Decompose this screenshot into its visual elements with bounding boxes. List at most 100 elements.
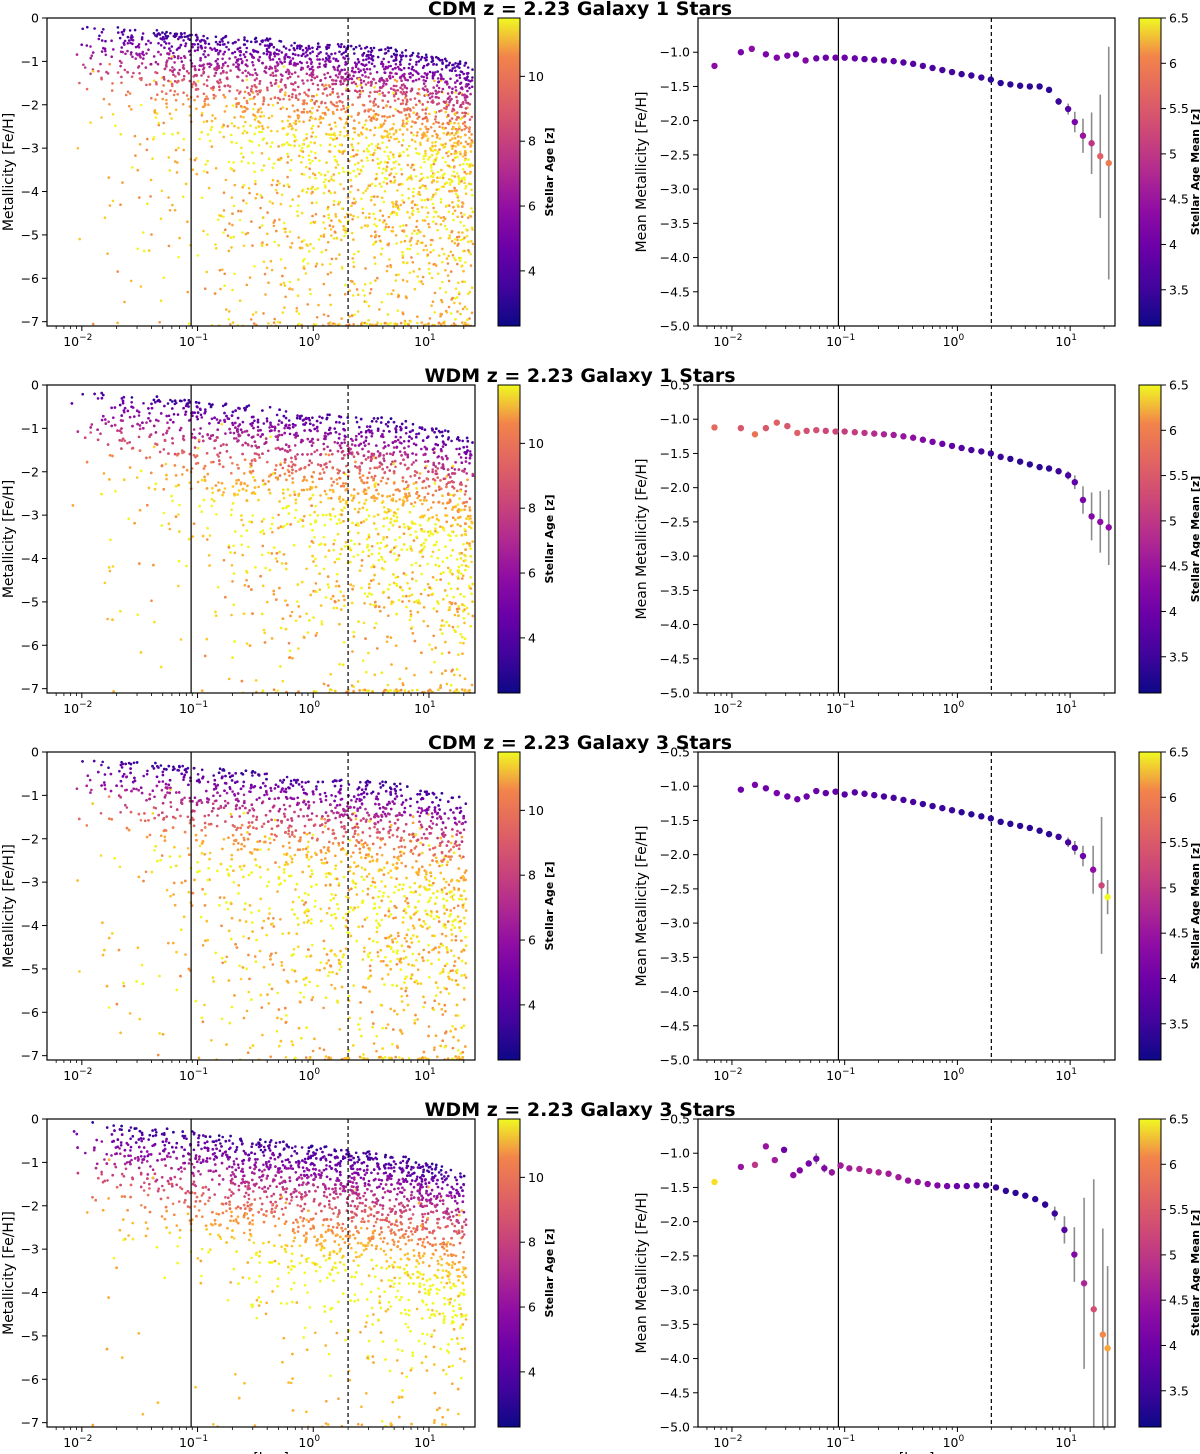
star-point bbox=[465, 445, 469, 449]
star-point bbox=[218, 88, 221, 92]
star-point bbox=[399, 90, 403, 94]
star-point bbox=[464, 61, 468, 65]
star-point bbox=[449, 77, 452, 81]
star-point bbox=[448, 133, 452, 136]
star-point bbox=[396, 575, 400, 579]
star-point bbox=[441, 143, 445, 147]
star-point bbox=[277, 244, 281, 247]
star-point bbox=[335, 137, 339, 140]
star-point bbox=[361, 103, 365, 107]
star-point bbox=[322, 221, 325, 224]
axes-frame bbox=[46, 17, 476, 327]
star-point bbox=[398, 110, 401, 114]
star-point bbox=[214, 59, 218, 63]
star-point bbox=[375, 172, 379, 176]
star-point bbox=[159, 37, 162, 40]
star-point bbox=[348, 77, 351, 81]
star-point bbox=[212, 460, 215, 464]
star-point bbox=[370, 234, 373, 238]
star-point bbox=[154, 34, 157, 37]
star-point bbox=[124, 93, 128, 97]
star-point bbox=[424, 154, 428, 157]
star-point bbox=[459, 641, 462, 645]
star-point bbox=[191, 45, 194, 49]
star-point bbox=[334, 213, 337, 216]
star-point bbox=[429, 147, 432, 150]
star-point bbox=[83, 66, 87, 69]
star-point bbox=[206, 171, 209, 174]
star-point bbox=[350, 314, 354, 317]
star-point bbox=[452, 170, 456, 173]
star-point bbox=[191, 168, 195, 171]
star-point bbox=[284, 230, 287, 234]
star-point bbox=[408, 271, 412, 275]
star-point bbox=[385, 77, 389, 81]
star-point bbox=[335, 557, 339, 561]
star-point bbox=[425, 215, 429, 219]
star-point bbox=[428, 261, 431, 265]
star-point bbox=[407, 599, 411, 603]
star-point bbox=[261, 224, 264, 227]
star-point bbox=[452, 256, 456, 260]
star-point bbox=[385, 269, 389, 273]
star-point bbox=[288, 122, 292, 126]
star-point bbox=[160, 189, 164, 193]
star-point bbox=[455, 189, 459, 192]
star-point bbox=[323, 73, 326, 76]
star-point bbox=[381, 214, 385, 217]
star-point bbox=[260, 124, 264, 128]
star-point bbox=[451, 63, 454, 67]
star-point bbox=[334, 231, 337, 234]
star-point bbox=[456, 111, 459, 114]
star-point bbox=[266, 460, 269, 464]
star-point bbox=[167, 244, 171, 248]
star-point bbox=[432, 159, 436, 162]
star-point bbox=[405, 90, 408, 94]
star-point bbox=[324, 63, 328, 66]
star-point bbox=[444, 126, 447, 130]
star-point bbox=[450, 131, 454, 135]
star-point bbox=[262, 422, 266, 425]
star-point bbox=[110, 55, 113, 58]
star-point bbox=[262, 260, 266, 264]
star-point bbox=[424, 79, 428, 83]
star-point bbox=[447, 305, 451, 309]
star-point bbox=[250, 85, 254, 88]
star-point bbox=[165, 102, 168, 105]
star-point bbox=[372, 195, 376, 198]
panel-0: 10−2 10−1 100 1010−1−2−3−4−5−6−7Metallicity… bbox=[1, 11, 556, 350]
star-point bbox=[254, 126, 258, 129]
star-point bbox=[223, 110, 227, 113]
star-point bbox=[268, 44, 272, 47]
star-point bbox=[340, 53, 344, 56]
star-point bbox=[335, 606, 339, 610]
star-point bbox=[350, 143, 354, 146]
star-point bbox=[297, 85, 300, 89]
star-point bbox=[406, 107, 410, 110]
star-point bbox=[230, 140, 233, 144]
star-point bbox=[351, 145, 354, 149]
star-point bbox=[418, 179, 422, 183]
star-point bbox=[366, 224, 370, 227]
star-point bbox=[240, 160, 243, 163]
star-point bbox=[458, 76, 462, 80]
star-point bbox=[398, 128, 402, 131]
star-point bbox=[375, 90, 379, 94]
star-point bbox=[85, 44, 89, 47]
star-point bbox=[136, 613, 139, 616]
star-point bbox=[114, 124, 117, 127]
star-point bbox=[400, 58, 403, 61]
star-point bbox=[391, 226, 395, 229]
star-point bbox=[439, 74, 443, 77]
star-point bbox=[251, 514, 254, 517]
star-point bbox=[224, 34, 228, 38]
star-point bbox=[394, 273, 398, 277]
star-point bbox=[372, 109, 376, 113]
star-point bbox=[171, 400, 174, 403]
star-point bbox=[315, 47, 319, 51]
ytick-label: −4 bbox=[21, 184, 39, 199]
star-point bbox=[431, 92, 435, 95]
star-point bbox=[395, 80, 399, 83]
star-point bbox=[383, 71, 387, 75]
star-point bbox=[126, 90, 130, 94]
